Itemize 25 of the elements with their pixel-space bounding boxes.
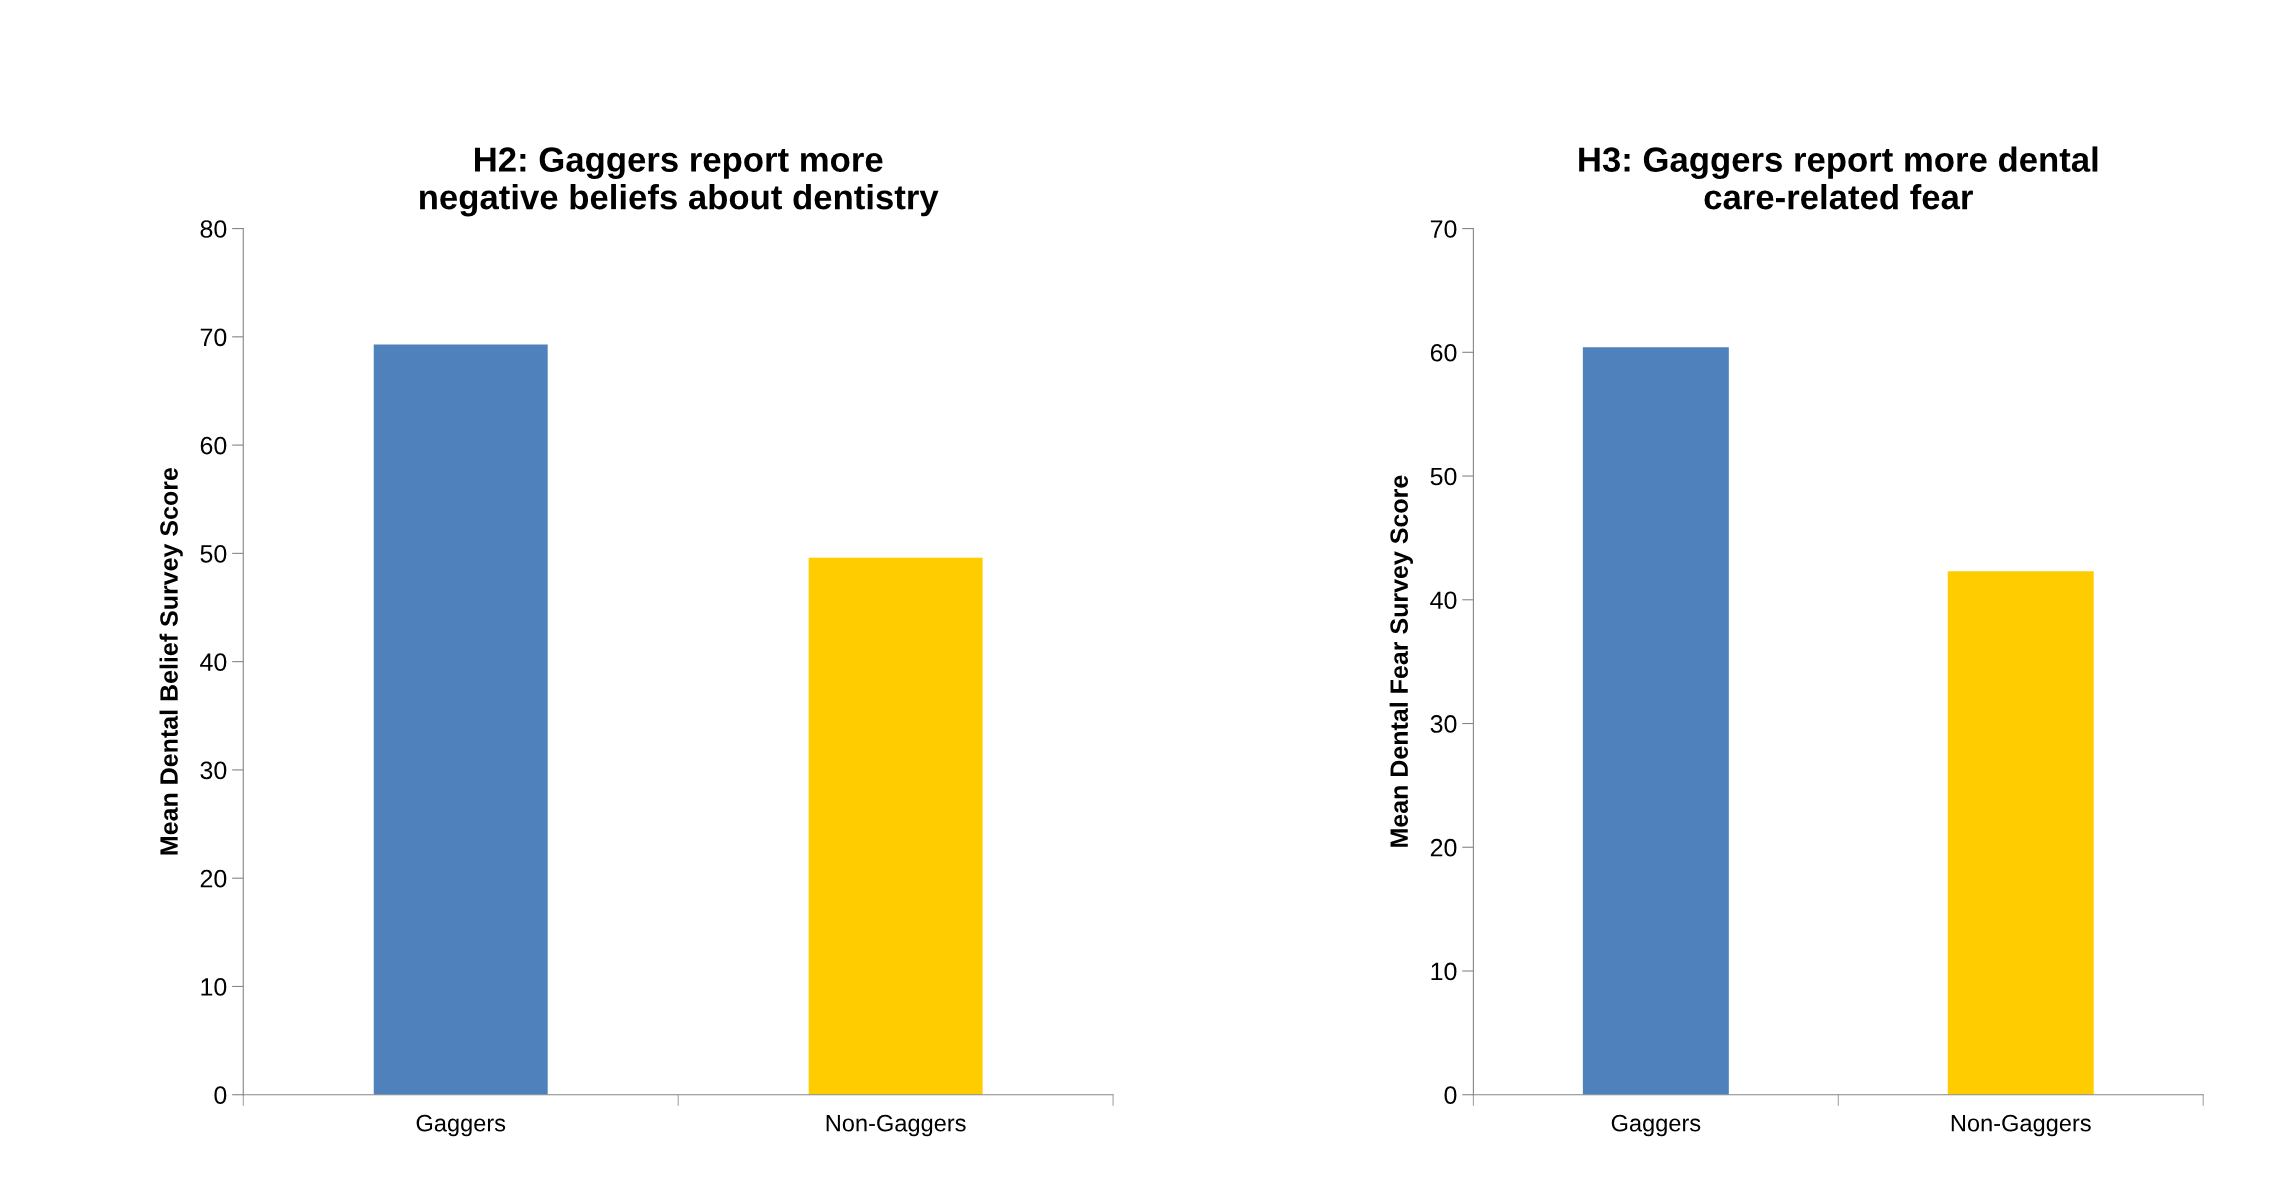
chart-title: H3: Gaggers report more dental care-related fear xyxy=(1579,146,2098,210)
y-tick-label: 10 xyxy=(1431,962,1457,981)
y-axis-title: Mean Dental Fear Survey Score xyxy=(1389,475,1413,847)
y-axis-title: Mean Dental Belief Survey Score xyxy=(159,467,183,855)
y-tick-label: 40 xyxy=(200,653,227,671)
y-tick-label: 60 xyxy=(200,436,227,455)
x-tick-label: Gaggers xyxy=(1611,1114,1701,1137)
x-tick-label: Non-Gaggers xyxy=(826,1114,966,1137)
y-tick-label: 50 xyxy=(1430,467,1457,486)
y-tick-label: 70 xyxy=(200,328,227,347)
y-tick-label: 30 xyxy=(1430,715,1457,733)
y-tick-label: 50 xyxy=(200,544,227,563)
y-tick-label: 30 xyxy=(200,761,227,780)
y-tick-label: 70 xyxy=(1430,220,1457,238)
y-tick-label: 0 xyxy=(214,1086,227,1105)
y-tick-label: 10 xyxy=(201,978,227,996)
y-tick-label: 20 xyxy=(1430,838,1457,857)
chart-title: H2: Gaggers report more negative beliefs about dentistry xyxy=(420,147,939,217)
y-tick-label: 20 xyxy=(200,869,227,888)
y-tick-label: 80 xyxy=(200,220,227,238)
y-tick-label: 40 xyxy=(1430,591,1457,610)
x-tick-label: Gaggers xyxy=(416,1114,506,1137)
y-tick-label: 60 xyxy=(1430,343,1457,362)
y-tick-label: 0 xyxy=(1444,1086,1457,1105)
x-tick-label: Non-Gaggers xyxy=(1951,1114,2091,1137)
